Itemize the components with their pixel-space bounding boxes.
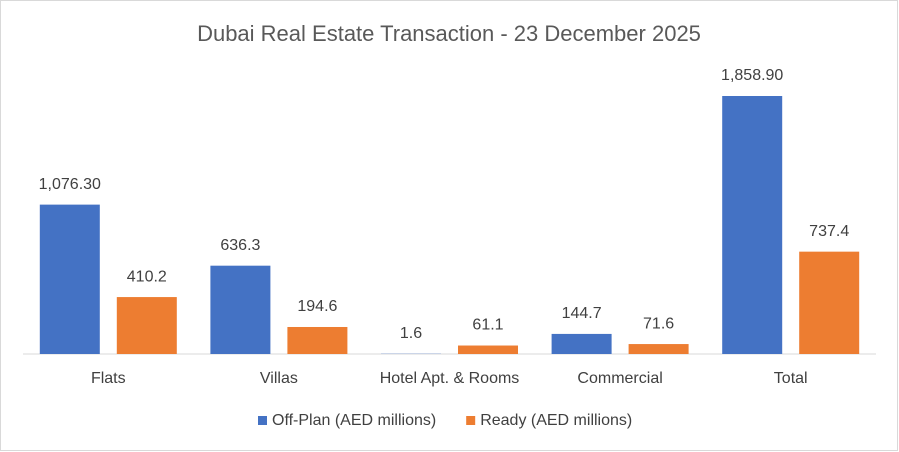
bar [551, 333, 612, 354]
legend-swatch [466, 416, 476, 425]
bar [116, 297, 177, 354]
bar [458, 345, 518, 354]
value-label: 1.6 [400, 325, 422, 342]
bar [722, 96, 783, 354]
value-label: 410.2 [127, 268, 167, 285]
bar [287, 326, 348, 354]
x-tick-label: Hotel Apt. & Rooms [380, 370, 520, 387]
x-tick-label: Total [774, 370, 808, 387]
bar [799, 251, 860, 354]
legend-label: Off-Plan (AED millions) [272, 412, 436, 429]
legend-label: Ready (AED millions) [480, 412, 632, 429]
value-label: 61.1 [472, 317, 503, 334]
x-tick-label: Villas [260, 370, 298, 387]
chart-title: Dubai Real Estate Transaction - 23 Decem… [197, 21, 701, 46]
bar [210, 265, 271, 354]
bar [628, 344, 689, 354]
value-label: 1,858.90 [721, 67, 783, 84]
value-label: 144.7 [562, 305, 602, 322]
legend-swatch [258, 416, 267, 425]
value-label: 636.3 [220, 237, 260, 254]
value-label: 194.6 [297, 298, 337, 315]
bar [39, 204, 100, 354]
value-label: 1,076.30 [39, 176, 101, 193]
x-tick-label: Commercial [577, 370, 662, 387]
value-label: 71.6 [643, 315, 674, 332]
x-tick-label: Flats [91, 370, 126, 387]
value-label: 737.4 [809, 223, 849, 240]
